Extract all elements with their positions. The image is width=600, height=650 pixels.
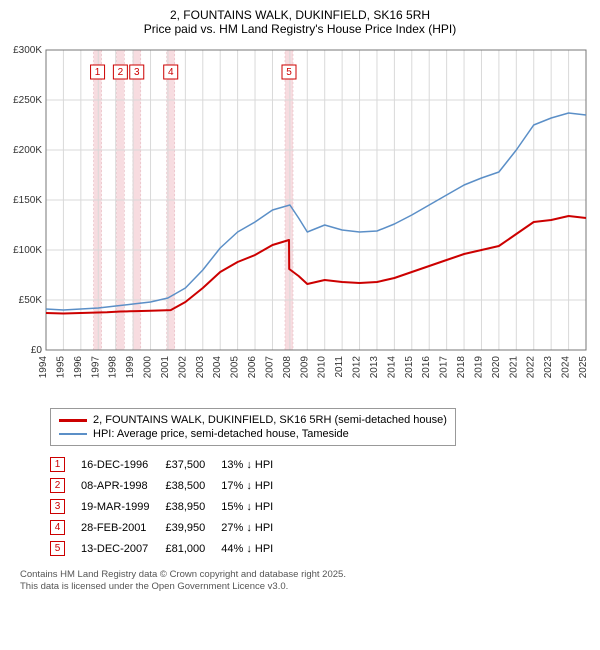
series-price-paid <box>46 216 586 314</box>
cell-delta: 44% ↓ HPI <box>221 538 289 559</box>
x-tick-label: 1996 <box>73 356 84 379</box>
y-tick-label: £150K <box>13 195 42 206</box>
cell-delta: 27% ↓ HPI <box>221 517 289 538</box>
line-chart: £0 £50K £100K £150K £200K £250K £300K 1994 1995 1… <box>10 42 590 397</box>
footer-line1: Contains HM Land Registry data © Crown c… <box>20 569 590 581</box>
cell-date: 13-DEC-2007 <box>81 538 165 559</box>
event-badge-label: 3 <box>134 67 140 78</box>
x-tick-label: 1999 <box>125 356 136 379</box>
x-tick-label: 2003 <box>195 356 206 379</box>
x-tick-label: 2025 <box>578 356 589 379</box>
chart-area: £0 £50K £100K £150K £200K £250K £300K 1994 1995 1… <box>10 42 590 402</box>
cell-price: £39,950 <box>165 517 221 538</box>
cell-delta: 17% ↓ HPI <box>221 475 289 496</box>
events-table: 1 16-DEC-1996£37,50013% ↓ HPI 2 08-APR-1998… <box>50 454 289 559</box>
x-tick-label: 1994 <box>38 356 49 379</box>
event-badge-label: 4 <box>168 67 174 78</box>
x-tick-label: 2001 <box>160 356 171 379</box>
cell-date: 08-APR-1998 <box>81 475 165 496</box>
legend-swatch <box>59 419 87 422</box>
x-tick-label: 1995 <box>55 356 66 379</box>
table-row: 2 08-APR-1998£38,50017% ↓ HPI <box>50 475 289 496</box>
cell-badge: 2 <box>50 475 81 496</box>
x-tick-label: 2012 <box>352 356 363 379</box>
legend-item: 2, FOUNTAINS WALK, DUKINFIELD, SK16 5RH … <box>59 413 447 427</box>
cell-delta: 15% ↓ HPI <box>221 496 289 517</box>
cell-date: 19-MAR-1999 <box>81 496 165 517</box>
x-tick-label: 2022 <box>526 356 537 379</box>
legend-label: HPI: Average price, semi-detached house,… <box>93 428 349 440</box>
y-tick-label: £100K <box>13 245 42 256</box>
cell-price: £81,000 <box>165 538 221 559</box>
x-tick-label: 2013 <box>369 356 380 379</box>
legend-swatch <box>59 433 87 435</box>
event-badge-label: 2 <box>118 67 124 78</box>
x-tick-label: 2004 <box>212 356 223 379</box>
event-badge-label: 5 <box>286 67 292 78</box>
cell-badge: 3 <box>50 496 81 517</box>
cell-date: 28-FEB-2001 <box>81 517 165 538</box>
x-tick-label: 2005 <box>230 356 241 379</box>
x-tick-label: 2023 <box>543 356 554 379</box>
x-tick-label: 2021 <box>508 356 519 379</box>
y-tick-label: £250K <box>13 95 42 106</box>
cell-badge: 4 <box>50 517 81 538</box>
table-row: 5 13-DEC-2007£81,00044% ↓ HPI <box>50 538 289 559</box>
x-tick-label: 2010 <box>317 356 328 379</box>
y-tick-label: £200K <box>13 145 42 156</box>
event-badge: 5 <box>50 541 65 556</box>
series-hpi <box>46 113 586 310</box>
cell-badge: 5 <box>50 538 81 559</box>
x-tick-label: 2002 <box>177 356 188 379</box>
legend-label: 2, FOUNTAINS WALK, DUKINFIELD, SK16 5RH … <box>93 414 447 426</box>
x-tick-label: 1997 <box>90 356 101 379</box>
cell-date: 16-DEC-1996 <box>81 454 165 475</box>
y-tick-label: £300K <box>13 45 42 56</box>
chart-title-line1: 2, FOUNTAINS WALK, DUKINFIELD, SK16 5RH <box>10 8 590 22</box>
event-badge: 4 <box>50 520 65 535</box>
y-tick-label: £50K <box>19 295 43 306</box>
x-tick-label: 2019 <box>473 356 484 379</box>
table-row: 3 19-MAR-1999£38,95015% ↓ HPI <box>50 496 289 517</box>
footer-attribution: Contains HM Land Registry data © Crown c… <box>20 569 590 594</box>
event-badge-label: 1 <box>95 67 101 78</box>
table-row: 1 16-DEC-1996£37,50013% ↓ HPI <box>50 454 289 475</box>
legend: 2, FOUNTAINS WALK, DUKINFIELD, SK16 5RH … <box>50 408 456 446</box>
x-tick-label: 2011 <box>334 356 345 378</box>
table-row: 4 28-FEB-2001£39,95027% ↓ HPI <box>50 517 289 538</box>
x-tick-label: 2020 <box>491 356 502 379</box>
x-tick-label: 2009 <box>299 356 310 379</box>
x-tick-label: 2008 <box>282 356 293 379</box>
x-tick-label: 2024 <box>561 356 572 379</box>
chart-title-line2: Price paid vs. HM Land Registry's House … <box>10 22 590 36</box>
event-badge: 3 <box>50 499 65 514</box>
event-badge: 1 <box>50 457 65 472</box>
event-badge: 2 <box>50 478 65 493</box>
x-tick-label: 1998 <box>108 356 119 379</box>
x-tick-label: 2017 <box>439 356 450 379</box>
y-tick-label: £0 <box>31 345 43 356</box>
cell-badge: 1 <box>50 454 81 475</box>
cell-price: £38,500 <box>165 475 221 496</box>
cell-price: £37,500 <box>165 454 221 475</box>
cell-price: £38,950 <box>165 496 221 517</box>
x-tick-label: 2018 <box>456 356 467 379</box>
x-tick-label: 2007 <box>264 356 275 379</box>
x-tick-label: 2000 <box>143 356 154 379</box>
x-tick-label: 2014 <box>386 356 397 379</box>
x-tick-label: 2016 <box>421 356 432 379</box>
legend-item: HPI: Average price, semi-detached house,… <box>59 427 447 441</box>
footer-line2: This data is licensed under the Open Gov… <box>20 581 590 593</box>
cell-delta: 13% ↓ HPI <box>221 454 289 475</box>
x-tick-label: 2006 <box>247 356 258 379</box>
x-tick-label: 2015 <box>404 356 415 379</box>
